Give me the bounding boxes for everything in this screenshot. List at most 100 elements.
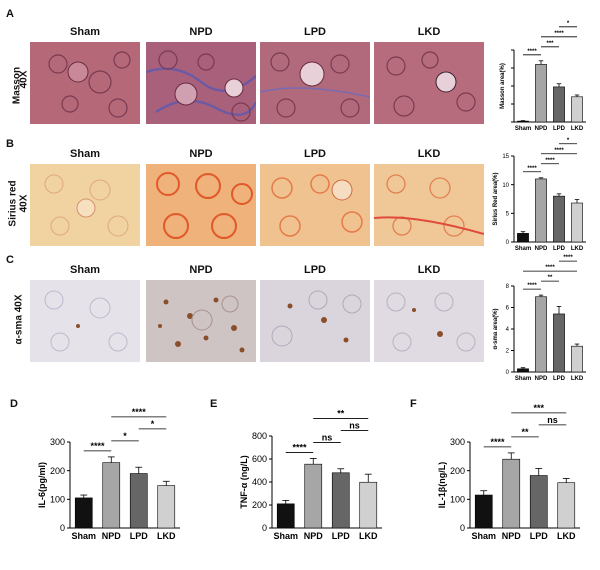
y-axis-label-c: α-sma area(%) (493, 308, 499, 349)
group-label-npd-a: NPD (189, 26, 213, 38)
sig-label-d: * (151, 419, 155, 429)
sig-label-b: **** (545, 158, 555, 164)
sig-label-e: ns (322, 432, 333, 442)
sig-label-f: *** (533, 403, 544, 413)
y-tick-label-d: 100 (50, 494, 65, 504)
y-axis-label-e: TNF-α (ng/L) (239, 455, 249, 509)
sig-label-a: **** (527, 49, 537, 55)
bar-b-sham (517, 233, 529, 243)
y-tick-label-b: 15 (502, 154, 509, 160)
y-axis-label-b: Sirius Red area(%) (493, 172, 499, 225)
sig-label-c: ** (548, 275, 553, 281)
micrograph-sirius-lkd (374, 164, 484, 246)
x-tick-label-c: NPD (535, 376, 548, 382)
sig-label-e: ** (337, 408, 345, 418)
group-label-lkd-a: LKD (417, 26, 441, 38)
bar-b-npd (535, 178, 547, 243)
y-tick-label-f: 200 (450, 466, 465, 476)
x-tick-label-a: LPD (553, 126, 566, 132)
sig-label-c: **** (527, 283, 537, 289)
x-tick-label-f: Sham (471, 531, 496, 541)
x-tick-label-d: LKD (157, 531, 176, 541)
x-tick-label-a: LKD (571, 126, 584, 132)
group-label-sham-c: Sham (70, 264, 100, 276)
x-tick-label-e: LPD (332, 531, 351, 541)
group-label-lpd-a: LPD (304, 26, 326, 38)
y-tick-label-c: 4 (506, 327, 510, 333)
y-tick-label-e: 200 (252, 500, 267, 510)
group-label-npd-b: NPD (189, 148, 213, 160)
bar-c-npd (535, 296, 547, 373)
bar-c-lkd (571, 345, 583, 373)
group-label-lkd-b: LKD (417, 148, 441, 160)
x-tick-label-f: NPD (502, 531, 522, 541)
bar-f-lpd (529, 475, 548, 529)
y-tick-label-d: 200 (50, 466, 65, 476)
y-tick-label-e: 600 (252, 454, 267, 464)
group-label-sham-b: Sham (70, 148, 100, 160)
y-tick-label-f: 300 (450, 437, 465, 447)
x-tick-label-f: LKD (557, 531, 576, 541)
x-tick-label-d: LPD (130, 531, 149, 541)
bar-a-lkd (571, 96, 583, 123)
bar-e-npd (304, 463, 323, 529)
sig-label-a: **** (554, 31, 564, 37)
y-tick-label-d: 300 (50, 437, 65, 447)
sig-label-c: **** (563, 255, 573, 261)
y-tick-label-c: 0 (506, 370, 510, 376)
bar-a-sham (517, 120, 529, 123)
bar-d-lpd (129, 473, 148, 529)
y-tick-label-e: 800 (252, 431, 267, 441)
bar-f-lkd (557, 482, 576, 529)
sig-label-b: **** (527, 166, 537, 172)
micrograph-sma-npd (146, 280, 256, 362)
bar-d-sham (74, 497, 93, 529)
x-tick-label-e: LKD (359, 531, 378, 541)
x-tick-label-e: Sham (273, 531, 298, 541)
x-tick-label-a: Sham (515, 126, 531, 132)
micrograph-masson-lkd (374, 42, 484, 124)
x-tick-label-c: LPD (553, 376, 566, 382)
bar-e-sham (276, 503, 295, 529)
micrograph-sma-sham (30, 280, 140, 362)
x-tick-label-c: Sham (515, 376, 531, 382)
bar-c-sham (517, 368, 529, 373)
sig-label-b: **** (554, 148, 564, 154)
y-tick-label-b: 0 (506, 240, 510, 246)
micrograph-sirius-npd (146, 164, 256, 246)
y-tick-label-c: 6 (506, 306, 510, 312)
panel-letter-a: A (6, 8, 14, 20)
x-tick-label-b: LPD (553, 246, 566, 252)
micrograph-sirius-lpd (260, 164, 370, 246)
bar-c-lpd (553, 313, 565, 373)
x-tick-label-b: LKD (571, 246, 584, 252)
y-tick-label-b: 10 (502, 183, 509, 189)
sig-label-f: ** (521, 427, 529, 437)
bar-e-lkd (359, 481, 378, 529)
x-tick-label-a: NPD (535, 126, 548, 132)
panel-letter-c: C (6, 254, 14, 266)
bar-a-lpd (553, 86, 565, 123)
y-tick-label-c: 2 (506, 349, 510, 355)
group-label-npd-c: NPD (189, 264, 213, 276)
x-tick-label-e: NPD (304, 531, 324, 541)
micrograph-masson-lpd (260, 42, 370, 124)
y-tick-label-f: 0 (460, 523, 465, 533)
sig-label-e: **** (292, 442, 307, 452)
y-axis-label-a: Masson area(%) (500, 63, 506, 109)
group-label-sham-a: Sham (70, 26, 100, 38)
panel-letter-b: B (6, 138, 14, 150)
sig-label-b: * (567, 138, 570, 144)
sig-label-a: *** (546, 41, 554, 47)
y-tick-label-c: 8 (506, 284, 510, 290)
bar-d-npd (102, 462, 121, 529)
sig-label-f: ns (547, 415, 558, 425)
sig-label-d: * (123, 431, 127, 441)
chart-a: Masson area(%)Sham NPD LPD LKD************ (500, 21, 586, 132)
bar-a-npd (535, 64, 547, 123)
group-label-lpd-b: LPD (304, 148, 326, 160)
